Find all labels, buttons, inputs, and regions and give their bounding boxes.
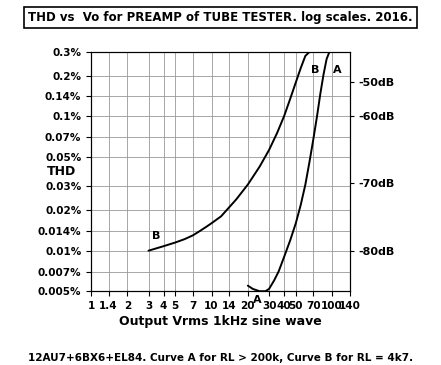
Text: A: A: [333, 65, 342, 75]
Text: THD: THD: [47, 165, 76, 178]
Text: B: B: [152, 231, 160, 241]
Text: B: B: [311, 65, 320, 75]
Text: A: A: [253, 295, 262, 305]
X-axis label: Output Vrms 1kHz sine wave: Output Vrms 1kHz sine wave: [119, 315, 322, 328]
Text: 12AU7+6BX6+EL84. Curve A for RL > 200k, Curve B for RL = 4k7.: 12AU7+6BX6+EL84. Curve A for RL > 200k, …: [28, 353, 413, 363]
Text: THD vs  Vo for PREAMP of TUBE TESTER. log scales. 2016.: THD vs Vo for PREAMP of TUBE TESTER. log…: [28, 11, 413, 24]
